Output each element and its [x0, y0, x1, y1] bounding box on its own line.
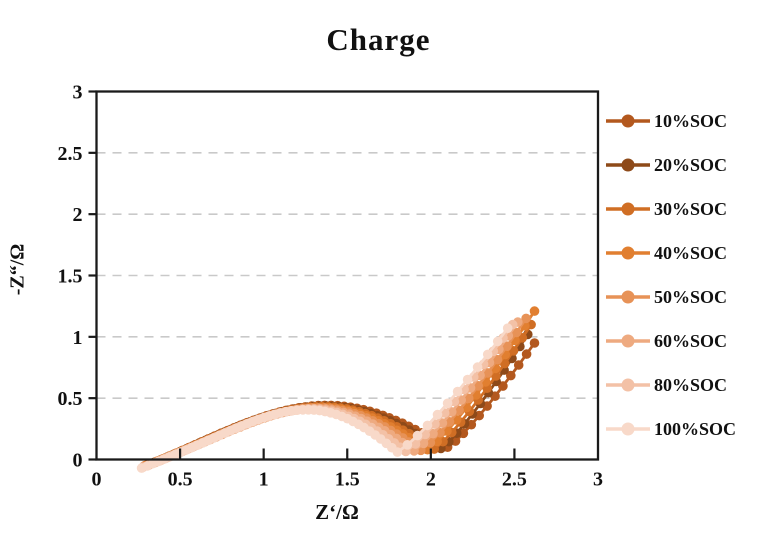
series-100pct-soc-marker	[472, 362, 483, 372]
x-tick-label: 0	[92, 469, 102, 491]
y-tick-label: 2.5	[58, 143, 83, 165]
y-tick-label: 0	[73, 450, 83, 472]
series-100pct-soc-marker	[492, 336, 503, 347]
series-50pct-soc-marker	[521, 313, 531, 324]
legend-item-label: 40%SOC	[654, 242, 728, 263]
series-50pct-soc-marker	[511, 327, 522, 338]
series-100pct-soc-marker	[442, 398, 453, 409]
legend-item-label: 30%SOC	[654, 198, 728, 219]
series-100pct-soc-marker	[392, 447, 403, 457]
legend-marker-icon	[606, 158, 650, 172]
legend-item-label: 100%SOC	[654, 418, 737, 439]
legend-item-label: 20%SOC	[654, 154, 728, 175]
y-tick-label: 2	[73, 204, 83, 226]
series-10pct-soc-marker	[529, 338, 540, 348]
legend-item-80pct-soc: 80%SOC	[605, 374, 736, 396]
legend-marker-icon	[606, 114, 650, 128]
legend-item-label: 60%SOC	[654, 330, 728, 351]
legend-item-label: 10%SOC	[654, 110, 728, 131]
series-10pct-soc-marker	[521, 349, 532, 359]
series-10pct-soc-marker	[506, 370, 516, 381]
series-100pct-soc-marker	[422, 420, 433, 431]
y-tick-label: 3	[73, 82, 83, 104]
x-axis-label: Z‘/Ω	[315, 500, 359, 524]
series-10pct-soc-marker	[513, 360, 524, 370]
legend-item-30pct-soc: 30%SOC	[605, 198, 736, 220]
y-tick-label: 0.5	[58, 388, 83, 410]
series-50pct-soc-marker	[463, 393, 474, 404]
legend-marker-icon	[606, 378, 650, 392]
series-60pct-soc-marker	[437, 418, 448, 428]
legend-item-40pct-soc: 40%SOC	[605, 242, 736, 264]
series-50pct-soc-marker	[473, 381, 484, 391]
series-60pct-soc-marker	[428, 428, 438, 439]
x-tick-label: 0.5	[168, 469, 193, 491]
series-100pct-soc-marker	[412, 430, 423, 441]
series-100pct-soc-marker	[482, 349, 493, 360]
series-80pct-soc-marker	[410, 439, 421, 449]
legend-item-50pct-soc: 50%SOC	[605, 286, 736, 308]
chart-title: Charge	[326, 22, 431, 57]
legend-item-100pct-soc: 100%SOC	[605, 418, 736, 440]
series-100pct-soc-marker	[432, 409, 443, 420]
legend-item-10pct-soc: 10%SOC	[605, 110, 736, 132]
legend-marker-icon	[606, 290, 650, 304]
series-100pct-soc-marker	[462, 374, 473, 385]
series-100pct-soc-marker	[452, 386, 463, 397]
x-tick-label: 2.5	[502, 469, 527, 491]
legend-item-label: 50%SOC	[654, 286, 728, 307]
legend: 10%SOC 20%SOC 30%SOC 40%SOC 50%SOC 60%SOC 80%S…	[605, 110, 736, 440]
legend-item-20pct-soc: 20%SOC	[605, 154, 736, 176]
x-tick-label: 3	[593, 469, 603, 491]
x-tick-label: 2	[426, 469, 436, 491]
legend-marker-icon	[606, 422, 650, 436]
series-100pct-soc	[136, 323, 513, 473]
series-100pct-soc-marker	[502, 323, 513, 334]
series-50pct-soc-marker	[492, 354, 503, 365]
y-tick-label: 1	[73, 327, 83, 349]
legend-item-label: 80%SOC	[654, 374, 728, 395]
series-40pct-soc-marker	[529, 306, 540, 316]
legend-marker-icon	[606, 202, 650, 216]
x-tick-label: 1.5	[335, 469, 360, 491]
series-60pct-soc-marker	[418, 438, 429, 449]
y-tick-label: 1.5	[58, 266, 83, 288]
series-100pct-soc-marker	[402, 440, 413, 450]
legend-marker-icon	[606, 246, 650, 260]
series-10pct-soc-marker	[458, 428, 469, 439]
x-tick-label: 1	[259, 469, 269, 491]
legend-marker-icon	[606, 334, 650, 348]
series-10pct-soc-marker	[498, 381, 508, 391]
series-50pct-soc-marker	[502, 341, 512, 352]
legend-item-60pct-soc: 60%SOC	[605, 330, 736, 352]
